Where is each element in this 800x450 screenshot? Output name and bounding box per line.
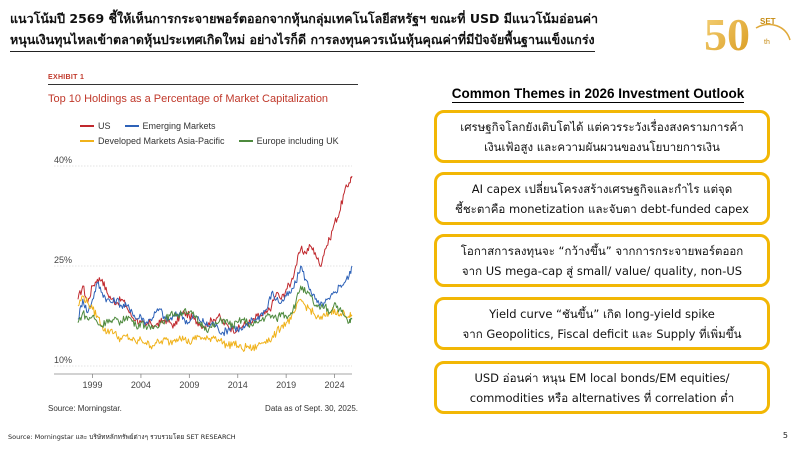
exhibit-header: EXHIBIT 1: [48, 70, 358, 85]
slide-title: แนวโน้มปี 2569 ชี้ให้เห็นการกระจายพอร์ตอ…: [10, 8, 700, 52]
chart-source: Source: Morningstar.: [48, 404, 122, 413]
series-line-emerging-markets: [77, 265, 353, 337]
theme-text-line2: commodities หรือ alternatives ที่ correl…: [469, 390, 735, 405]
theme-text-line1: Yield curve “ชันขึ้น” เกิด long-yield sp…: [489, 306, 715, 321]
legend-item-emerging-markets: Emerging Markets: [124, 120, 216, 131]
chart-as-of-date: Data as of Sept. 30, 2025.: [265, 404, 358, 413]
legend-item-europe-uk: Europe including UK: [238, 135, 339, 146]
theme-box-global-growth: เศรษฐกิจโลกยังเติบโตได้ แต่ควรระวังเรื่อ…: [434, 110, 770, 163]
theme-box-yield-curve: Yield curve “ชันขึ้น” เกิด long-yield sp…: [434, 297, 770, 350]
theme-box-weak-usd: USD อ่อนค่า หนุน EM local bonds/EM equit…: [434, 361, 770, 414]
theme-text-line2: เงินเฟ้อสูง และความผันผวนของนโยบายการเงิ…: [484, 139, 720, 154]
series-line-europe-including-uk: [77, 285, 353, 334]
chart-legend: US Emerging Markets Developed Markets As…: [80, 118, 360, 148]
y-tick-label: 25%: [54, 255, 72, 265]
logo-number: 50: [704, 9, 750, 58]
chart-panel: EXHIBIT 1 Top 10 Holdings as a Percentag…: [48, 70, 368, 420]
logo-swoosh: [755, 23, 791, 41]
themes-heading: Common Themes in 2026 Investment Outlook: [402, 86, 794, 103]
chart-title: Top 10 Holdings as a Percentage of Marke…: [48, 93, 329, 105]
slide-title-line1: แนวโน้มปี 2569 ชี้ให้เห็นการกระจายพอร์ตอ…: [10, 11, 599, 26]
y-tick-label: 10%: [54, 355, 72, 365]
chart-plot: 40% 25% 10% 1999 2004 2009 2014 2019 2024: [54, 155, 353, 390]
x-tick-label: 2019: [276, 380, 296, 390]
theme-box-ai-capex: AI capex เปลี่ยนโครงสร้างเศรษฐกิจและกำไร…: [434, 172, 770, 225]
legend-label-europe-uk: Europe including UK: [256, 135, 339, 146]
legend-swatch-dm-asia-pacific: [80, 139, 94, 142]
legend-item-us: US: [80, 121, 111, 131]
theme-text-line1: USD อ่อนค่า หนุน EM local bonds/EM equit…: [474, 370, 730, 385]
set-50th-logo: 50 SET th: [704, 9, 791, 58]
slide-title-line2: หนุนเงินทุนไหลเข้าตลาดหุ้นประเทศเกิดใหม่…: [10, 29, 595, 52]
footer-source: Source: Morningstar และ บริษัทหลักทรัพย์…: [8, 433, 236, 441]
theme-text-line2: ชี้ชะตาคือ monetization และจับตา debt-fu…: [455, 201, 749, 216]
y-tick-label: 40%: [54, 155, 72, 165]
theme-text-line1: โอกาสการลงทุนจะ “กว้างขึ้น” จากการกระจาย…: [460, 243, 744, 258]
theme-text-line2: จาก US mega-cap สู่ small/ value/ qualit…: [461, 263, 743, 278]
page-number: 5: [782, 431, 788, 440]
legend-item-dm-asia-pacific: Developed Markets Asia-Pacific: [80, 136, 225, 146]
series-line-developed-markets-asia-pacific: [77, 295, 353, 352]
x-tick-label: 1999: [83, 380, 103, 390]
legend-swatch-europe-uk: [238, 139, 253, 142]
theme-box-broadening: โอกาสการลงทุนจะ “กว้างขึ้น” จากการกระจาย…: [434, 234, 770, 287]
theme-text-line1: เศรษฐกิจโลกยังเติบโตได้ แต่ควรระวังเรื่อ…: [460, 119, 744, 134]
logo-suffix: th: [764, 39, 770, 46]
legend-label-us: US: [98, 120, 111, 131]
theme-text-line1: AI capex เปลี่ยนโครงสร้างเศรษฐกิจและกำไร…: [471, 181, 733, 196]
legend-label-dm-asia-pacific: Developed Markets Asia-Pacific: [98, 135, 225, 146]
x-tick-label: 2009: [179, 380, 199, 390]
x-tick-label: 2004: [131, 380, 151, 390]
legend-swatch-us: [80, 124, 94, 127]
x-tick-label: 2024: [325, 380, 345, 390]
exhibit-label: EXHIBIT 1: [48, 74, 85, 81]
series-line-us: [77, 175, 353, 334]
themes-heading-text: Common Themes in 2026 Investment Outlook: [451, 86, 745, 103]
legend-swatch-emerging-markets: [124, 124, 139, 127]
logo-set-text: SET: [760, 17, 776, 26]
x-tick-label: 2014: [228, 380, 248, 390]
theme-text-line2: จาก Geopolitics, Fiscal deficit และ Supp…: [462, 326, 742, 341]
legend-label-emerging-markets: Emerging Markets: [142, 120, 216, 131]
